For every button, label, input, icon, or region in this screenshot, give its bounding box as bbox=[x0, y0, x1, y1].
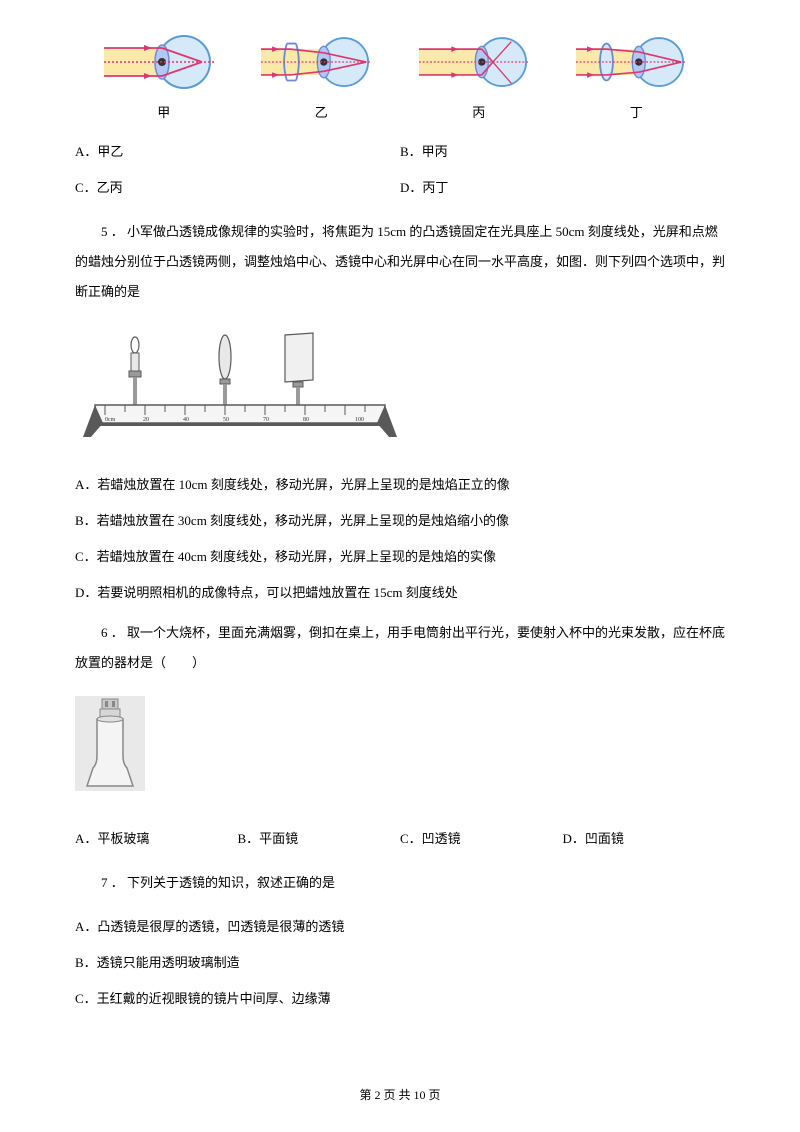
eye-diagram-b: 乙 bbox=[261, 30, 381, 126]
q4-option-d: D．丙丁 bbox=[400, 170, 725, 207]
q7-option-a: A．凸透镜是很厚的透镜，凹透镜是很薄的透镜 bbox=[75, 912, 725, 942]
q6-option-a: A．平板玻璃 bbox=[75, 821, 238, 858]
eye-diagram-c: 丙 bbox=[419, 30, 539, 126]
eye-label-a: 甲 bbox=[157, 101, 170, 126]
q4-options: A．甲乙 B．甲丙 C．乙丙 D．丙丁 bbox=[75, 134, 725, 207]
q5-stem: 5 ． 小军做凸透镜成像规律的实验时，将焦距为 15cm 的凸透镜固定在光具座上… bbox=[75, 217, 725, 307]
q4-option-c: C．乙丙 bbox=[75, 170, 400, 207]
eye-label-d: 丁 bbox=[630, 101, 643, 126]
q6-stem: 6 ． 取一个大烧杯，里面充满烟雾，倒扣在桌上，用手电筒射出平行光，要使射入杯中… bbox=[75, 618, 725, 678]
q5-option-d: D．若要说明照相机的成像特点，可以把蜡烛放置在 15cm 刻度线处 bbox=[75, 578, 725, 608]
page-footer: 第 2 页 共 10 页 bbox=[0, 1084, 800, 1107]
q6-option-b: B．平面镜 bbox=[238, 821, 401, 858]
eye-diagram-d: 丁 bbox=[576, 30, 696, 126]
optical-bench-svg: 0cm 20 40 50 70 80 100 bbox=[75, 325, 405, 440]
svg-text:40: 40 bbox=[183, 417, 189, 423]
eye-svg-c bbox=[419, 30, 539, 95]
svg-text:70: 70 bbox=[263, 417, 269, 423]
beaker-svg bbox=[75, 696, 145, 791]
eye-diagram-a: 甲 bbox=[104, 30, 224, 126]
q6-option-d: D．凹面镜 bbox=[563, 821, 726, 858]
q5-option-b: B．若蜡烛放置在 30cm 刻度线处，移动光屏，光屏上呈现的是烛焰缩小的像 bbox=[75, 506, 725, 536]
q5-option-c: C．若蜡烛放置在 40cm 刻度线处，移动光屏，光屏上呈现的是烛焰的实像 bbox=[75, 542, 725, 572]
eye-diagram-row: 甲 乙 bbox=[75, 30, 725, 126]
q7-option-b: B．透镜只能用透明玻璃制造 bbox=[75, 948, 725, 978]
q4-option-a: A．甲乙 bbox=[75, 134, 400, 171]
eye-svg-a bbox=[104, 30, 224, 95]
q7-option-c: C．王红戴的近视眼镜的镜片中间厚、边缘薄 bbox=[75, 984, 725, 1014]
svg-text:100: 100 bbox=[355, 417, 364, 423]
eye-label-c: 丙 bbox=[472, 101, 485, 126]
eye-label-b: 乙 bbox=[315, 101, 328, 126]
eye-svg-d bbox=[576, 30, 696, 95]
q7-stem: 7 ． 下列关于透镜的知识，叙述正确的是 bbox=[75, 868, 725, 898]
q6-options: A．平板玻璃 B．平面镜 C．凹透镜 D．凹面镜 bbox=[75, 821, 725, 858]
beaker-figure bbox=[75, 696, 725, 800]
optical-bench-figure: 0cm 20 40 50 70 80 100 bbox=[75, 325, 725, 449]
q4-option-b: B．甲丙 bbox=[400, 134, 725, 171]
q6-option-c: C．凹透镜 bbox=[400, 821, 563, 858]
svg-text:80: 80 bbox=[303, 417, 309, 423]
svg-text:50: 50 bbox=[223, 417, 229, 423]
q5-option-a: A．若蜡烛放置在 10cm 刻度线处，移动光屏，光屏上呈现的是烛焰正立的像 bbox=[75, 470, 725, 500]
eye-svg-b bbox=[261, 30, 381, 95]
svg-text:20: 20 bbox=[143, 417, 149, 423]
svg-text:0cm: 0cm bbox=[105, 417, 116, 423]
